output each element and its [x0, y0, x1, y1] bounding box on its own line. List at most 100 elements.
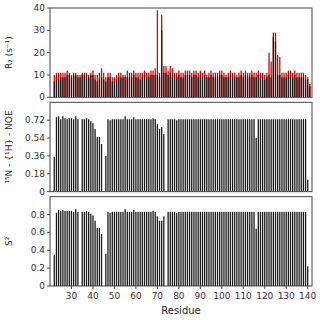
bar [92, 215, 93, 286]
bar [187, 71, 188, 98]
bar [208, 77, 209, 97]
bar [247, 73, 248, 98]
bar [131, 212, 132, 286]
y-tick [47, 75, 50, 76]
bar [174, 77, 175, 97]
bar [159, 221, 160, 286]
bar [170, 73, 171, 98]
y-tick [47, 268, 50, 269]
bar [225, 75, 226, 97]
bar [140, 212, 141, 286]
bar [109, 77, 110, 97]
bar [219, 71, 220, 98]
bar [298, 212, 299, 286]
bar [62, 77, 63, 97]
bar [122, 75, 123, 97]
bar [150, 75, 151, 97]
bar [268, 212, 269, 286]
y-tick [47, 191, 50, 192]
bar [217, 119, 218, 191]
bar [114, 212, 115, 286]
bar [155, 119, 156, 191]
bar [60, 73, 61, 98]
bar [133, 71, 134, 98]
bar [99, 228, 100, 286]
bar [77, 212, 78, 286]
x-tick [114, 286, 115, 289]
bar [286, 212, 287, 286]
bar [204, 212, 205, 286]
bar [292, 119, 293, 191]
bar [271, 62, 272, 98]
bar [71, 118, 72, 191]
bar [60, 211, 61, 286]
y-tick [47, 52, 50, 53]
bar [273, 37, 274, 97]
bar [150, 71, 151, 98]
bar [105, 156, 106, 192]
bar [286, 119, 287, 191]
bar [204, 71, 205, 98]
x-tick [178, 286, 179, 289]
bar [99, 137, 100, 192]
bar [247, 212, 248, 286]
bar [157, 216, 158, 286]
bar [279, 119, 280, 191]
bar [152, 75, 153, 97]
bar [86, 118, 87, 191]
bar [213, 77, 214, 97]
bar [281, 77, 282, 97]
y-tick-label: 0.18 [25, 169, 45, 179]
bar [225, 212, 226, 286]
x-tick [157, 286, 158, 289]
bar [75, 209, 76, 286]
bar [238, 77, 239, 97]
x-tick [92, 286, 93, 289]
bar [152, 118, 153, 191]
bar [148, 77, 149, 97]
bar [187, 75, 188, 97]
x-tick-label: 80 [173, 291, 185, 301]
bar [125, 116, 126, 191]
bar [260, 119, 261, 191]
bar [107, 212, 108, 286]
bar [189, 71, 190, 98]
bar [103, 73, 104, 98]
bars [54, 209, 309, 286]
bar [163, 216, 164, 286]
bar [283, 212, 284, 286]
bar [253, 212, 254, 286]
bar [82, 212, 83, 286]
bar [256, 138, 257, 192]
bar [286, 77, 287, 97]
bar [94, 221, 95, 286]
bar [217, 212, 218, 286]
bar [62, 210, 63, 286]
bar [307, 180, 308, 192]
bar [133, 117, 134, 191]
bar [58, 73, 59, 98]
bar [155, 75, 156, 97]
bar [301, 77, 302, 97]
bar [116, 212, 117, 286]
bar [215, 73, 216, 98]
bar [180, 212, 181, 286]
x-tick [200, 286, 201, 289]
bar [249, 119, 250, 191]
bar [183, 119, 184, 191]
x-tick [264, 286, 265, 289]
bar [122, 212, 123, 286]
bar [187, 212, 188, 286]
bar [251, 71, 252, 98]
bar [243, 119, 244, 191]
y-tick [47, 8, 50, 9]
bar [305, 75, 306, 97]
bar [185, 119, 186, 191]
bar [67, 119, 68, 191]
bar [195, 71, 196, 98]
bar [228, 212, 229, 286]
bar [127, 119, 128, 191]
bar [54, 255, 55, 286]
bar [131, 77, 132, 97]
bar [206, 77, 207, 97]
